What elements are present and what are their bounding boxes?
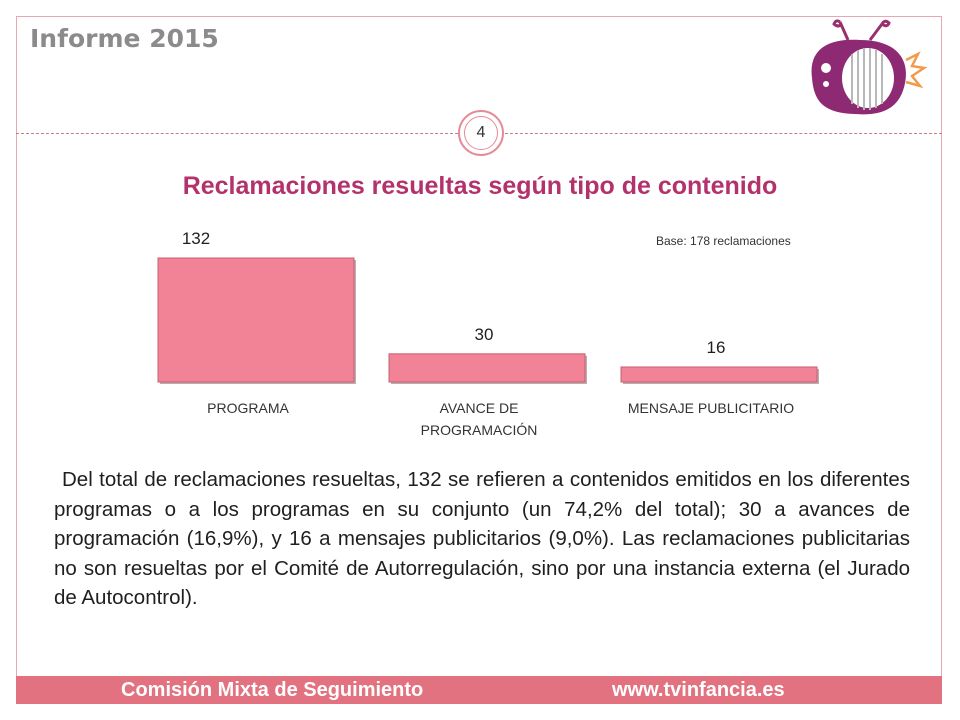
bar-chart: 132 PROGRAMA 30 AVANCE DE PROGRAMACIÓN 16 MENS… [157,229,819,438]
category-label-0-line-0: PROGRAMA [207,400,289,416]
page-number: 4 [464,116,498,150]
base-note: Base: 178 reclamaciones [656,234,791,248]
frame-right-border [941,16,942,704]
category-label-2-line-0: MENSAJE PUBLICITARIO [628,400,794,416]
chart-title: Reclamaciones resueltas según tipo de co… [182,172,778,200]
bar-2 [620,366,818,383]
report-title: Informe 2015 [30,24,219,53]
category-label-1-line-1: PROGRAMACIÓN [421,422,538,438]
data-label-0: 132 [182,229,210,248]
page-number-badge: 4 [458,110,504,156]
footer-bar: Comisión Mixta de Seguimiento www.tvinfa… [16,676,942,704]
bar-1 [388,353,586,383]
data-label-2: 16 [707,338,726,357]
frame-left-border [16,16,17,704]
data-label-1: 30 [475,325,494,344]
tv-logo-icon [811,19,928,115]
category-label-1-line-0: AVANCE DE [440,400,519,416]
frame-top-border [16,16,942,17]
bar-0 [157,257,355,383]
footer-organization: Comisión Mixta de Seguimiento [121,679,424,701]
footer-website-link[interactable]: www.tvinfancia.es [612,679,785,701]
body-paragraph: Del total de reclamaciones resueltas, 13… [54,468,910,609]
